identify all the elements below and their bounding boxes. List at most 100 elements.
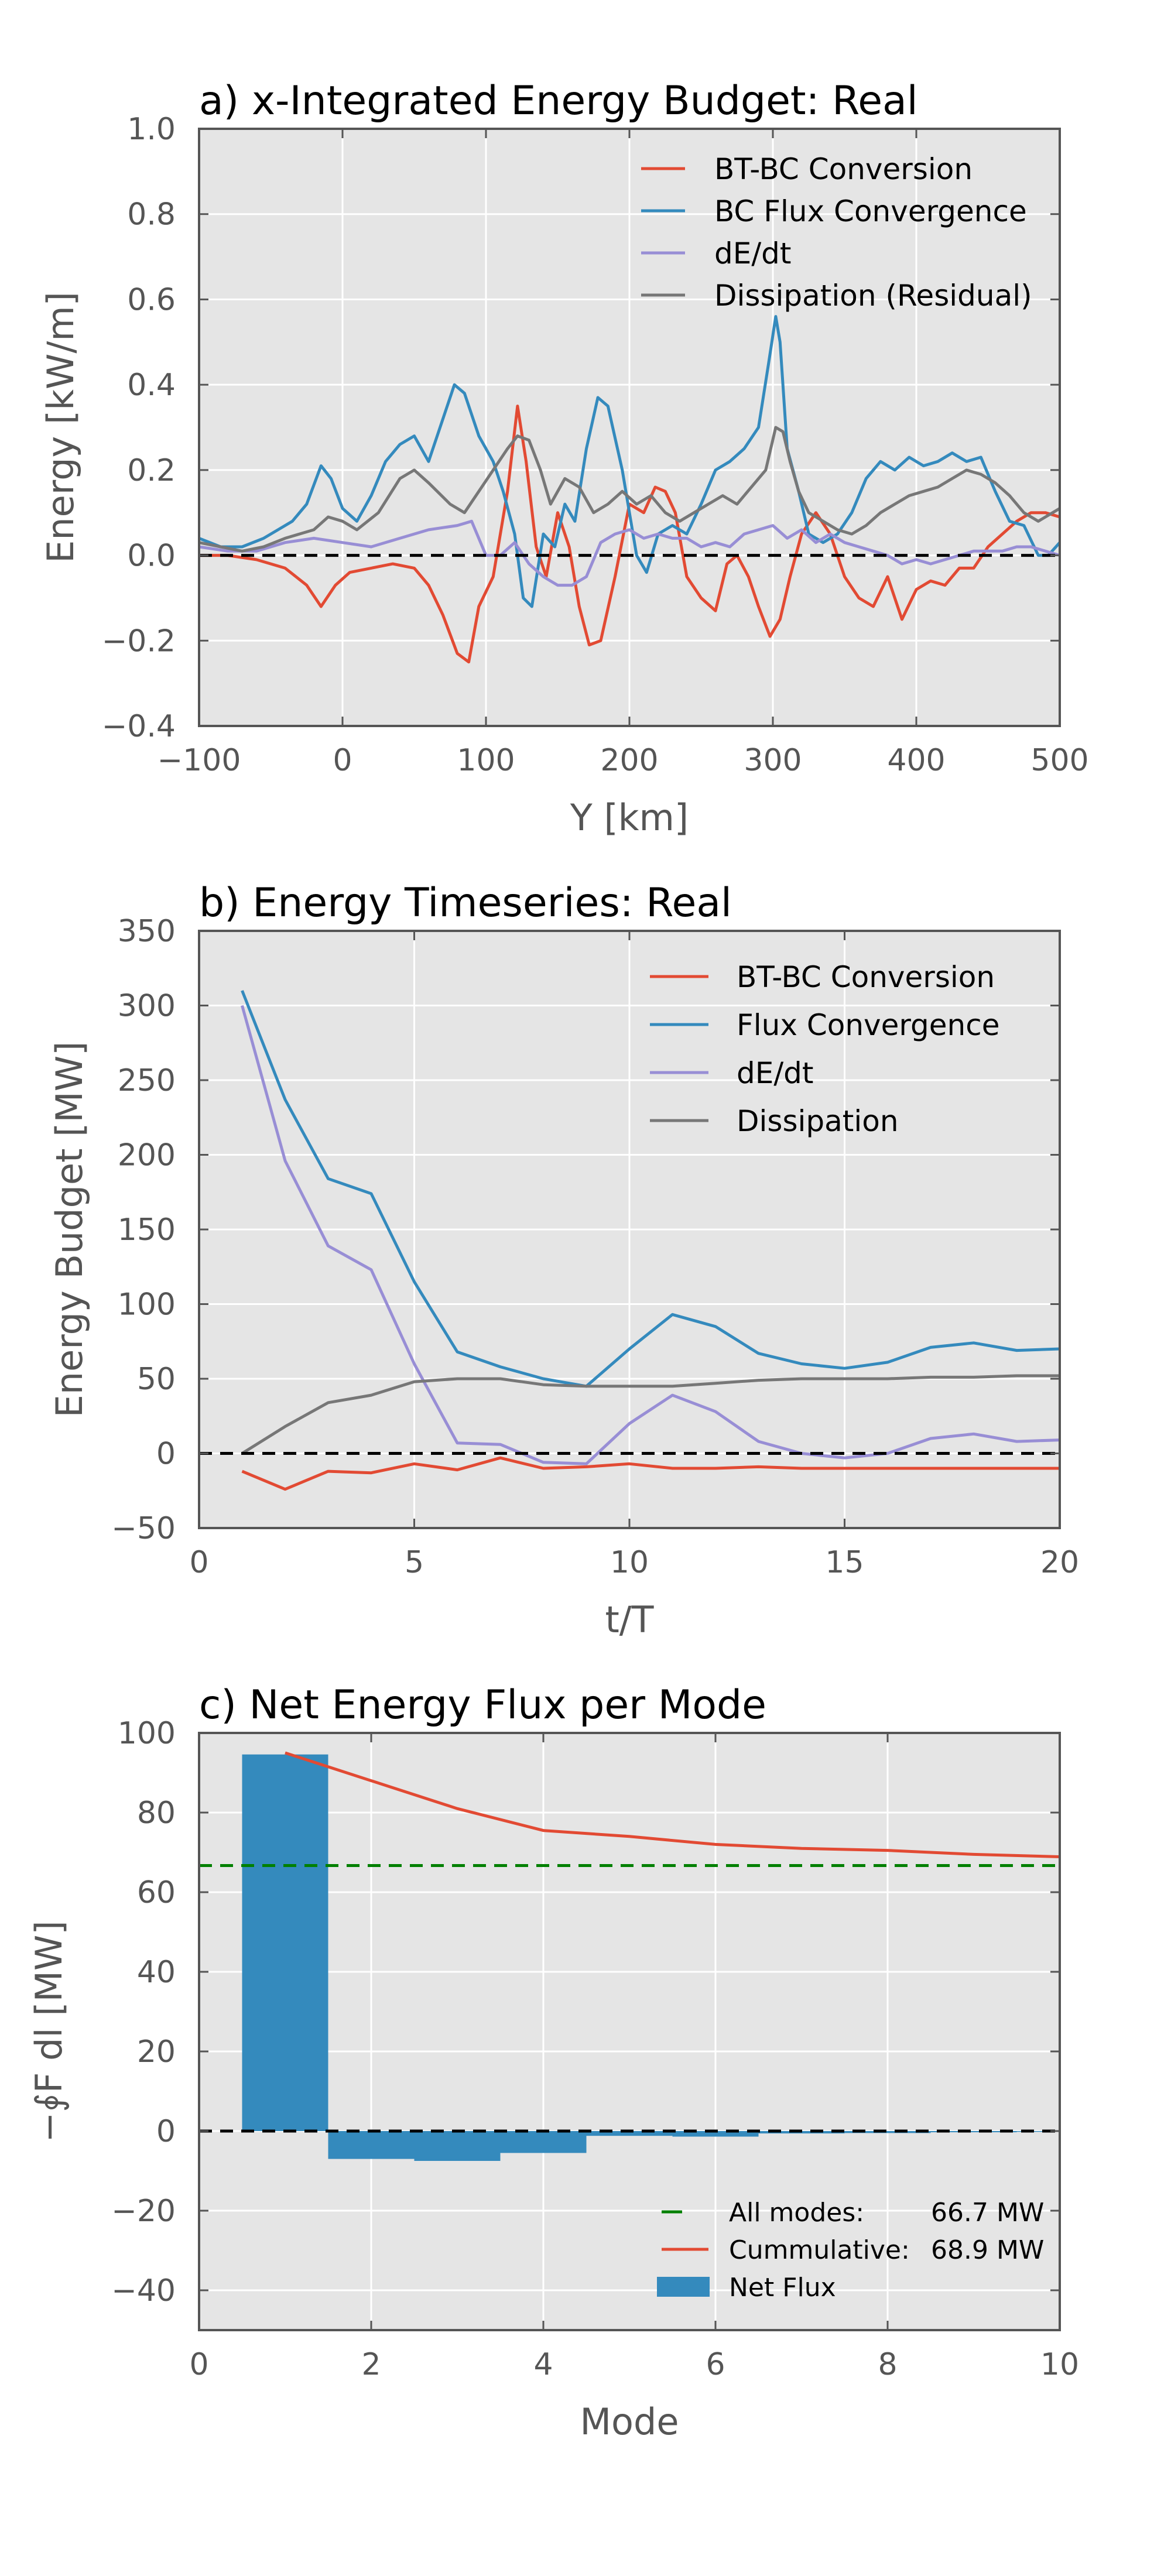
panel-a-legend: BT-BC Conversion BC Flux Convergence dE/… (641, 152, 1032, 313)
x-tick-label: 0 (189, 1545, 208, 1580)
y-tick-label: 0.0 (127, 539, 176, 574)
y-tick-label: 0 (156, 1437, 176, 1472)
panel-c-plot-area (199, 1733, 1060, 2330)
y-tick-label: −0.4 (102, 709, 176, 744)
x-tick-label: 10 (1040, 2347, 1079, 2382)
panel-a-data (199, 315, 1060, 664)
legend-swatch-net-flux (657, 2277, 710, 2297)
x-tick-label: 400 (887, 743, 945, 778)
plot-marks (199, 990, 1060, 1491)
y-tick-label: 20 (137, 2034, 176, 2070)
x-tick-label: 2 (361, 2347, 381, 2382)
y-tick-label: 40 (137, 1955, 176, 1990)
y-tick-label: 300 (118, 989, 176, 1024)
x-tick-label: 10 (610, 1545, 649, 1580)
series-line-dissipation (241, 1374, 1060, 1455)
y-tick-label: 250 (118, 1063, 176, 1098)
panel-b-ticks: 0 5 10 15 20 −50 0 50 100 150 200 250 300 350 (111, 914, 1079, 1580)
x-tick-label: 15 (825, 1545, 864, 1580)
bar-mode-10 (1016, 2131, 1060, 2132)
panel-a-ticks: −100 0 100 200 300 400 500 −0.4 −0.2 0.0 0.2 0.4 0.6… (102, 112, 1089, 778)
bar-mode-9 (930, 2131, 1017, 2133)
panel-c-ticks: 0 2 4 6 8 10 −40 −20 0 20 40 60 80 100 (111, 1716, 1079, 2382)
panel-c: 0 2 4 6 8 10 −40 −20 0 20 40 60 80 100 c) Net Energy … (28, 1682, 1079, 2443)
bar-mode-6 (672, 2131, 759, 2137)
series-line-dissipation-residual (199, 426, 1060, 553)
panel-a-x-label: Y [km] (570, 796, 689, 839)
series-line-de-dt (241, 1005, 1060, 1465)
y-tick-label: 1.0 (127, 112, 176, 147)
y-tick-label: 0.4 (127, 368, 176, 403)
y-tick-label: 80 (137, 1796, 176, 1831)
bar-mode-4 (500, 2131, 587, 2153)
legend-label-flux-convergence: Flux Convergence (737, 1008, 1000, 1042)
y-tick-label: −20 (111, 2194, 176, 2229)
x-tick-label: 5 (405, 1545, 424, 1580)
legend-value-cumulative: 68.9 MW (931, 2235, 1044, 2265)
legend-label-bt-bc-conversion: BT-BC Conversion (737, 960, 995, 994)
series-line-bc-flux-convergence (199, 315, 1060, 608)
y-tick-label: 0 (156, 2114, 176, 2149)
x-tick-label: 0 (189, 2347, 208, 2382)
panel-c-frame (198, 1732, 1061, 2331)
series-line-bt-bc-conversion (199, 405, 1060, 664)
legend-label-de-dt: dE/dt (714, 237, 792, 270)
x-tick-label: 100 (457, 743, 515, 778)
x-tick-label: 0 (333, 743, 352, 778)
bar-mode-1 (242, 1754, 328, 2131)
x-tick-label: 20 (1040, 1545, 1079, 1580)
series-line-flux-convergence (241, 990, 1060, 1388)
series-line-de-dt (199, 519, 1060, 587)
bar-mode-8 (844, 2131, 931, 2133)
y-tick-label: 150 (118, 1212, 176, 1248)
x-tick-label: 6 (706, 2347, 725, 2382)
y-tick-label: 0.6 (127, 282, 176, 317)
legend-label-cumulative: Cummulative: (729, 2235, 910, 2265)
bar-mode-5 (586, 2131, 673, 2136)
y-tick-label: −50 (111, 1511, 176, 1546)
panel-a-title: a) x-Integrated Energy Budget: Real (199, 78, 918, 124)
panel-b-y-label: Energy Budget [MW] (48, 1042, 91, 1418)
legend-label-bc-flux-convergence: BC Flux Convergence (714, 194, 1027, 228)
panel-b: 0 5 10 15 20 −50 0 50 100 150 200 250 300 350 b) Ener… (48, 880, 1079, 1641)
y-tick-label: 100 (118, 1287, 176, 1323)
panel-c-title: c) Net Energy Flux per Mode (199, 1682, 766, 1728)
x-tick-label: 500 (1030, 743, 1088, 778)
panel-c-data (199, 1751, 1060, 2161)
x-tick-label: 8 (878, 2347, 897, 2382)
legend-value-all-modes: 66.7 MW (931, 2198, 1044, 2228)
y-tick-label: 60 (137, 1875, 176, 1910)
plot-marks (199, 1751, 1060, 2161)
legend-label-bt-bc-conversion: BT-BC Conversion (714, 152, 973, 186)
panel-b-data (199, 990, 1060, 1491)
panel-b-title: b) Energy Timeseries: Real (199, 880, 732, 926)
y-tick-label: 100 (118, 1716, 176, 1751)
x-tick-label: −100 (157, 743, 241, 778)
legend-label-de-dt: dE/dt (737, 1056, 814, 1090)
y-tick-label: 0.8 (127, 197, 176, 232)
panel-b-x-label: t/T (605, 1598, 654, 1641)
plot-marks (199, 315, 1060, 664)
y-tick-label: 50 (137, 1362, 176, 1397)
cumulative-line (285, 1751, 1060, 1858)
bar-mode-3 (414, 2131, 501, 2161)
legend-label-dissipation-residual: Dissipation (Residual) (714, 279, 1032, 313)
series-line-bt-bc-conversion (241, 1456, 1060, 1491)
legend-label-all-modes: All modes: (729, 2198, 864, 2228)
panel-b-legend: BT-BC Conversion Flux Convergence dE/dt … (650, 960, 1000, 1138)
y-tick-label: 200 (118, 1138, 176, 1173)
legend-label-net-flux: Net Flux (729, 2273, 836, 2303)
y-tick-label: 0.2 (127, 453, 176, 488)
panel-a-y-label: Energy [kW/m] (39, 292, 82, 563)
y-tick-label: −40 (111, 2273, 176, 2308)
x-tick-label: 4 (533, 2347, 553, 2382)
y-tick-label: 350 (118, 914, 176, 949)
panel-a: −100 0 100 200 300 400 500 −0.4 −0.2 0.0 0.2 0.4 0.6… (39, 78, 1089, 839)
panel-c-y-label: −∮F dl [MW] (28, 1920, 70, 2142)
bar-mode-2 (328, 2131, 415, 2159)
legend-label-dissipation: Dissipation (737, 1104, 899, 1138)
x-tick-label: 300 (744, 743, 802, 778)
y-tick-label: −0.2 (102, 624, 176, 659)
panel-c-legend: All modes: 66.7 MW Cummulative: 68.9 MW … (657, 2198, 1044, 2303)
